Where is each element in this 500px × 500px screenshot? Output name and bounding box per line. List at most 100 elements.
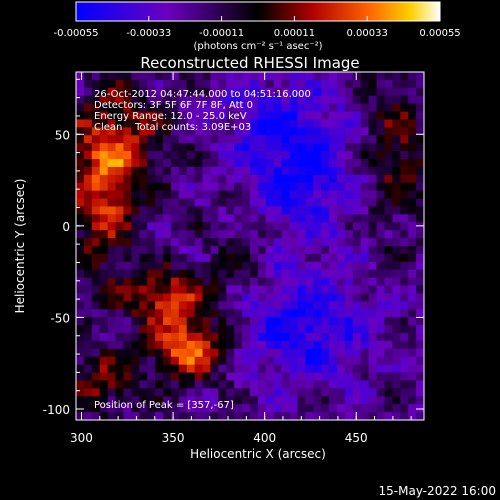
heatmap-cell bbox=[107, 111, 117, 121]
heatmap-cell bbox=[147, 364, 156, 374]
heatmap-cell bbox=[344, 340, 354, 350]
heatmap-cell bbox=[408, 261, 417, 271]
heatmap-cell bbox=[83, 174, 93, 184]
heatmap-cell bbox=[210, 261, 219, 271]
heatmap-cell bbox=[368, 404, 378, 413]
heatmap-cell bbox=[163, 412, 172, 420]
heatmap-cell bbox=[273, 79, 283, 89]
heatmap-cell bbox=[250, 388, 259, 397]
heatmap-cell bbox=[337, 285, 346, 295]
heatmap-cell bbox=[218, 301, 227, 310]
heatmap-cell bbox=[368, 277, 378, 287]
heatmap-cell bbox=[416, 119, 424, 128]
heatmap-cell bbox=[186, 261, 196, 271]
heatmap-cell bbox=[202, 293, 212, 302]
heatmap-cell bbox=[329, 325, 338, 334]
heatmap-cell bbox=[376, 285, 386, 295]
heatmap-cell bbox=[194, 348, 204, 358]
heatmap-cell bbox=[376, 261, 386, 271]
heatmap-cell bbox=[376, 388, 386, 397]
heatmap-cell bbox=[155, 190, 164, 200]
heatmap-cell bbox=[305, 348, 314, 358]
plot-frame bbox=[75, 71, 425, 421]
heatmap-cell bbox=[392, 222, 401, 231]
heatmap-cell bbox=[83, 356, 93, 366]
heatmap-cell bbox=[313, 333, 322, 342]
heatmap-cell bbox=[131, 380, 140, 389]
heatmap-cell bbox=[83, 380, 93, 389]
heatmap-cell bbox=[344, 412, 354, 420]
heatmap-cell bbox=[408, 190, 417, 200]
heatmap-cell bbox=[155, 103, 164, 113]
heatmap-cell bbox=[91, 198, 101, 208]
heatmap-cell bbox=[76, 404, 85, 413]
heatmap-cell bbox=[352, 151, 362, 160]
heatmap-cell bbox=[139, 143, 148, 152]
heatmap-cell bbox=[344, 269, 354, 279]
heatmap-cell bbox=[281, 103, 291, 113]
heatmap-cell bbox=[313, 309, 322, 318]
heatmap-cell bbox=[400, 388, 409, 397]
heatmap-cell bbox=[170, 103, 180, 113]
heatmap-cell bbox=[337, 380, 346, 389]
heatmap-cell bbox=[99, 230, 109, 239]
heatmap-cell bbox=[384, 396, 393, 405]
heatmap-cell bbox=[392, 111, 401, 121]
heatmap-cell bbox=[337, 340, 346, 350]
heatmap-cell bbox=[147, 253, 156, 263]
heatmap-cell bbox=[107, 95, 117, 105]
heatmap-cell bbox=[376, 174, 386, 184]
heatmap-cell bbox=[305, 404, 314, 413]
heatmap-cell bbox=[210, 127, 219, 136]
heatmap-cell bbox=[408, 127, 417, 136]
heatmap-cell bbox=[329, 372, 338, 382]
heatmap-cell bbox=[76, 222, 85, 231]
heatmap-cell bbox=[400, 261, 409, 271]
heatmap-cell bbox=[289, 206, 299, 215]
heatmap-cell bbox=[384, 190, 393, 200]
heatmap-cell bbox=[376, 214, 386, 223]
heatmap-cell bbox=[186, 119, 196, 128]
heatmap-cell bbox=[408, 222, 417, 231]
heatmap-cell bbox=[83, 135, 93, 144]
heatmap-cell bbox=[305, 198, 314, 208]
heatmap-cell bbox=[400, 404, 409, 413]
heatmap-cell bbox=[170, 111, 180, 121]
heatmap-cell bbox=[107, 135, 117, 144]
heatmap-cell bbox=[131, 261, 140, 271]
heatmap-cell bbox=[139, 317, 148, 326]
heatmap-cell bbox=[99, 103, 109, 113]
heatmap-cell bbox=[305, 79, 314, 89]
heatmap-cell bbox=[313, 174, 322, 184]
heatmap-cell bbox=[265, 333, 275, 342]
heatmap-cell bbox=[305, 119, 314, 128]
heatmap-cell bbox=[139, 238, 148, 247]
heatmap-cell bbox=[147, 135, 156, 144]
heatmap-cell bbox=[337, 143, 346, 152]
heatmap-cell bbox=[329, 412, 338, 420]
heatmap-cell bbox=[178, 253, 188, 263]
heatmap-cell bbox=[265, 293, 275, 302]
heatmap-cell bbox=[273, 340, 283, 350]
heatmap-cell bbox=[234, 182, 243, 192]
heatmap-cell bbox=[273, 396, 283, 405]
heatmap-cell bbox=[210, 364, 219, 374]
heatmap-cell bbox=[123, 253, 132, 263]
heatmap-cell bbox=[194, 333, 204, 342]
heatmap-cell bbox=[281, 246, 291, 255]
heatmap-cell bbox=[91, 246, 101, 255]
heatmap-cell bbox=[313, 230, 322, 239]
heatmap-cell bbox=[99, 111, 109, 121]
heatmap-cell bbox=[123, 325, 132, 334]
heatmap-cell bbox=[368, 380, 378, 389]
heatmap-cell bbox=[408, 404, 417, 413]
heatmap-cell bbox=[305, 135, 314, 144]
heatmap-cell bbox=[155, 127, 164, 136]
heatmap-cell bbox=[273, 119, 283, 128]
heatmap-cell bbox=[226, 317, 235, 326]
heatmap-cell bbox=[321, 198, 330, 208]
heatmap-cell bbox=[234, 214, 243, 223]
heatmap-cell bbox=[360, 222, 370, 231]
heatmap-cell bbox=[368, 111, 378, 121]
heatmap-cell bbox=[281, 127, 291, 136]
